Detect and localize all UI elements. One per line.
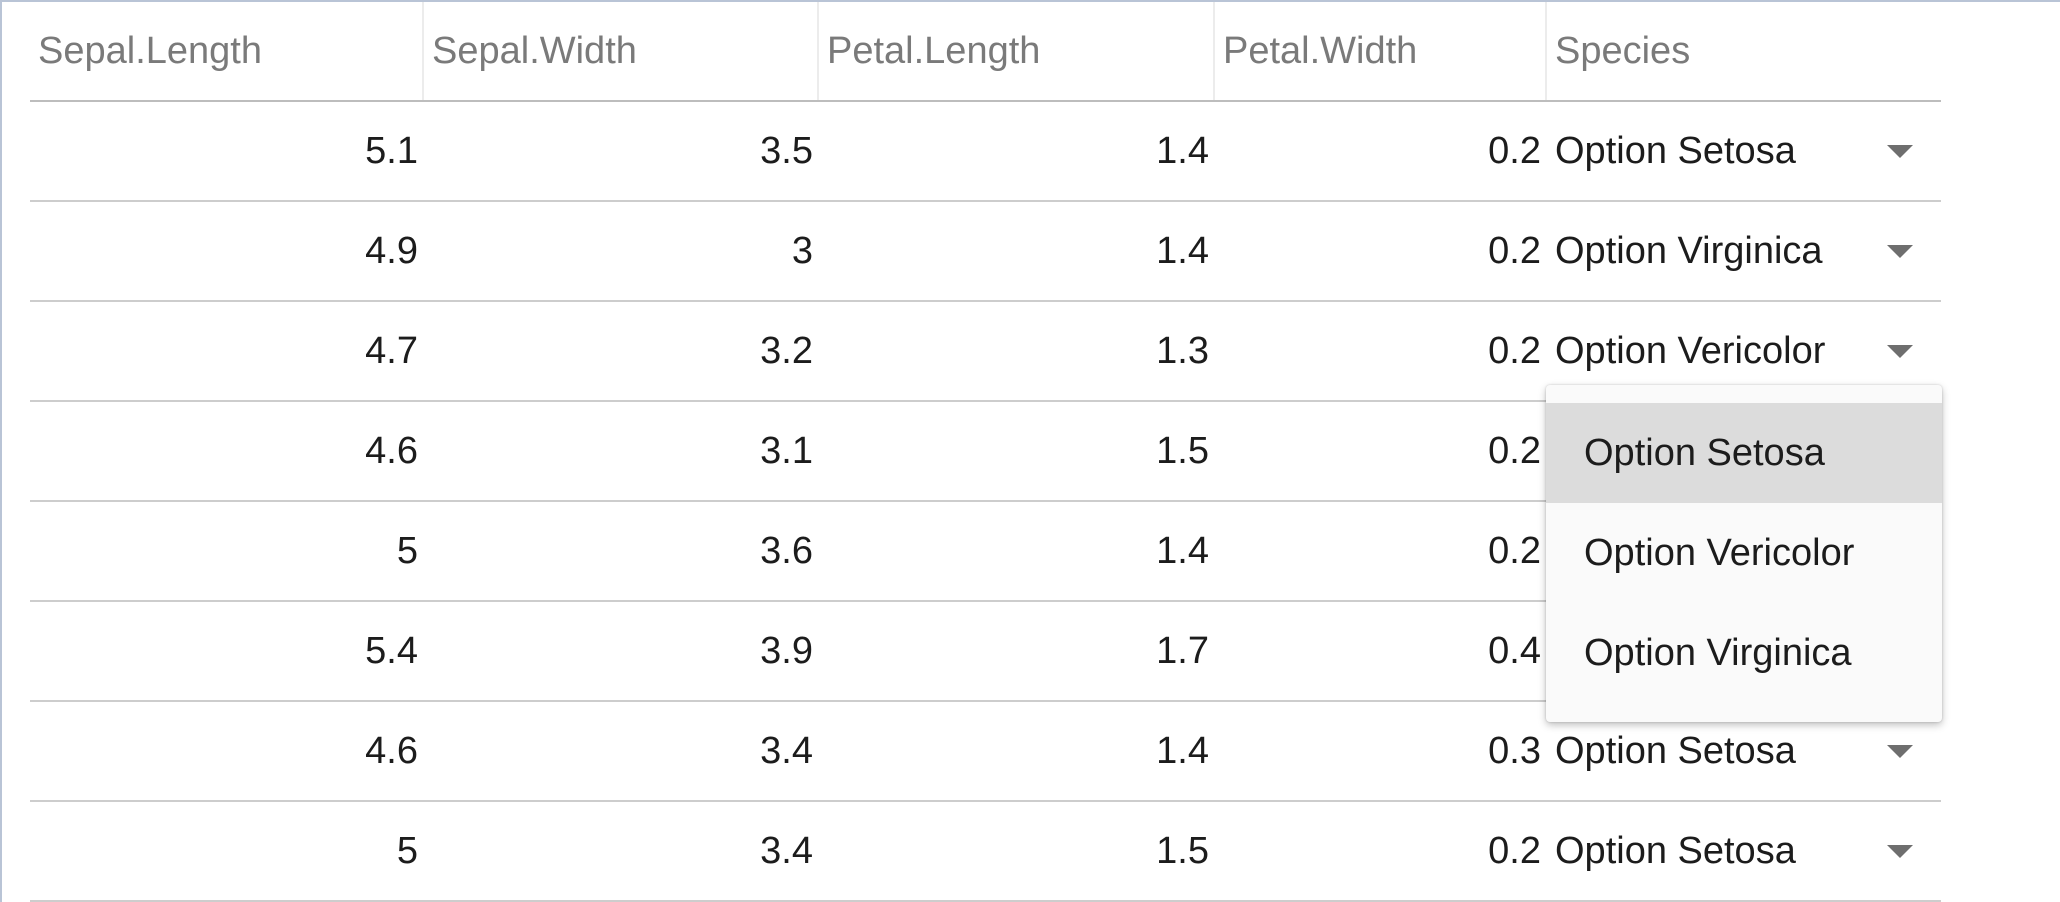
cell-petal-length[interactable]: 1.5	[1156, 829, 1209, 872]
cell-petal-length[interactable]: 1.3	[1156, 329, 1209, 372]
dropdown-option-setosa[interactable]: Option Setosa	[1546, 403, 1942, 503]
dropdown-option-vericolor[interactable]: Option Vericolor	[1584, 531, 1855, 574]
caret-down-icon[interactable]	[1887, 344, 1913, 358]
dropdown-option-virginica[interactable]: Option Virginica	[1584, 631, 1852, 674]
caret-down-icon[interactable]	[1887, 144, 1913, 158]
species-select-value: Option Setosa	[1555, 129, 1796, 172]
cell-petal-width[interactable]: 0.2	[1488, 829, 1541, 872]
species-select-value: Option Vericolor	[1555, 329, 1826, 372]
species-select-open[interactable]: Option Vericolor	[1547, 302, 1941, 400]
cell-sepal-width[interactable]: 3.9	[760, 629, 813, 672]
cell-petal-length[interactable]: 1.5	[1156, 429, 1209, 472]
cell-petal-length[interactable]: 1.4	[1156, 529, 1209, 572]
cell-sepal-width[interactable]: 3	[791, 229, 813, 272]
cell-petal-width[interactable]: 0.3	[1488, 729, 1541, 772]
species-select[interactable]: Option Setosa	[1547, 702, 1941, 800]
cell-sepal-length[interactable]: 5	[396, 529, 418, 572]
cell-sepal-length[interactable]: 5	[396, 829, 418, 872]
cell-sepal-width[interactable]: 3.2	[760, 329, 813, 372]
table-row: 5.1 3.5 1.4 0.2 Option Setosa	[30, 102, 1941, 202]
cell-petal-width[interactable]: 0.2	[1488, 429, 1541, 472]
cell-petal-width[interactable]: 0.4	[1488, 629, 1541, 672]
cell-petal-width[interactable]: 0.2	[1488, 229, 1541, 272]
cell-sepal-length[interactable]: 5.1	[365, 129, 418, 172]
column-header-petal-width[interactable]: Petal.Width	[1215, 2, 1547, 100]
cell-sepal-length[interactable]: 5.4	[365, 629, 418, 672]
caret-down-icon[interactable]	[1887, 844, 1913, 858]
table-row: 5 3.4 1.5 0.2 Option Setosa	[30, 802, 1941, 902]
table-row: 4.9 3 1.4 0.2 Option Virginica	[30, 202, 1941, 302]
species-select[interactable]: Option Setosa	[1547, 802, 1941, 900]
species-select[interactable]: Option Setosa	[1547, 102, 1941, 200]
caret-down-icon[interactable]	[1887, 744, 1913, 758]
species-select-value: Option Setosa	[1555, 729, 1796, 772]
cell-sepal-width[interactable]: 3.4	[760, 729, 813, 772]
column-header-petal-length[interactable]: Petal.Length	[819, 2, 1215, 100]
cell-petal-length[interactable]: 1.4	[1156, 229, 1209, 272]
cell-petal-width[interactable]: 0.2	[1488, 529, 1541, 572]
table-row: 5 3.6 1.4 0.2	[30, 502, 1941, 602]
cell-petal-length[interactable]: 1.4	[1156, 729, 1209, 772]
column-header-species[interactable]: Species	[1555, 29, 1691, 72]
cell-sepal-width[interactable]: 3.6	[760, 529, 813, 572]
cell-petal-length[interactable]: 1.4	[1156, 129, 1209, 172]
column-header-sepal-width[interactable]: Sepal.Width	[424, 2, 819, 100]
caret-down-icon[interactable]	[1887, 244, 1913, 258]
table-row: 4.6 3.4 1.4 0.3 Option Setosa	[30, 702, 1941, 802]
cell-petal-width[interactable]: 0.2	[1488, 129, 1541, 172]
table-row: 5.4 3.9 1.7 0.4	[30, 602, 1941, 702]
cell-sepal-width[interactable]: 3.4	[760, 829, 813, 872]
data-table: Sepal.Length Sepal.Width Petal.Length Pe…	[30, 2, 1941, 902]
table-row: 4.7 3.2 1.3 0.2 Option Vericolor	[30, 302, 1941, 402]
cell-sepal-width[interactable]: 3.5	[760, 129, 813, 172]
cell-petal-width[interactable]: 0.2	[1488, 329, 1541, 372]
cell-sepal-length[interactable]: 4.7	[365, 329, 418, 372]
species-select-value: Option Setosa	[1555, 829, 1796, 872]
cell-sepal-width[interactable]: 3.1	[760, 429, 813, 472]
cell-sepal-length[interactable]: 4.6	[365, 429, 418, 472]
table-row: 4.6 3.1 1.5 0.2	[30, 402, 1941, 502]
species-select-value: Option Virginica	[1555, 229, 1823, 272]
cell-sepal-length[interactable]: 4.6	[365, 729, 418, 772]
species-dropdown-menu: Option Setosa Option Vericolor Option Vi…	[1546, 385, 1942, 722]
cell-sepal-length[interactable]: 4.9	[365, 229, 418, 272]
species-select[interactable]: Option Virginica	[1547, 202, 1941, 300]
cell-petal-length[interactable]: 1.7	[1156, 629, 1209, 672]
column-header-sepal-length[interactable]: Sepal.Length	[30, 2, 424, 100]
header-row: Sepal.Length Sepal.Width Petal.Length Pe…	[30, 2, 1941, 102]
